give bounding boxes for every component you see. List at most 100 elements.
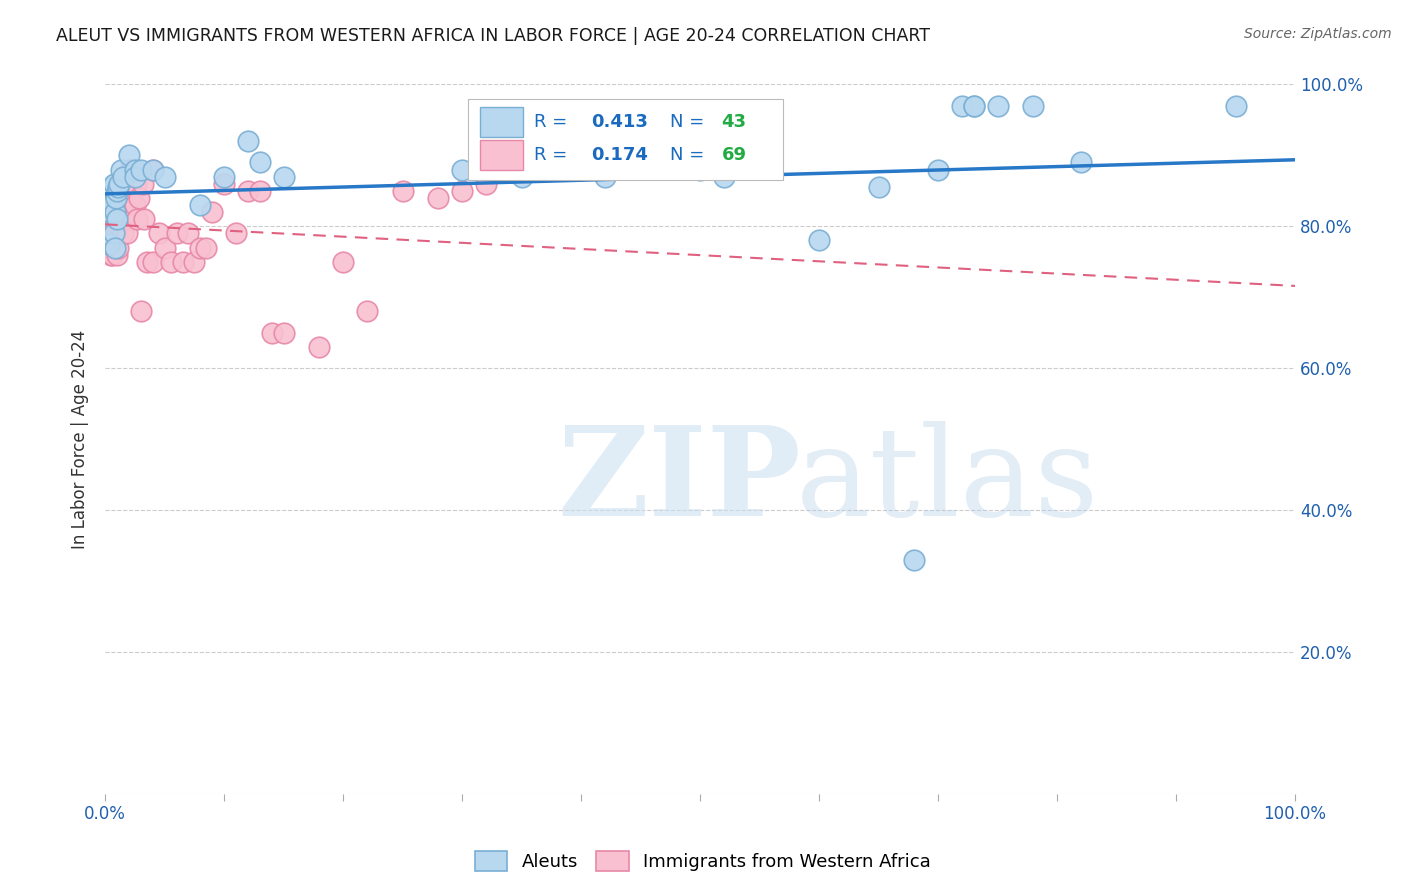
Text: N =: N = <box>671 146 710 164</box>
Point <box>115 227 138 241</box>
Point <box>112 212 135 227</box>
Point <box>108 177 131 191</box>
Point <box>128 191 150 205</box>
Point <box>103 177 125 191</box>
Legend: Aleuts, Immigrants from Western Africa: Aleuts, Immigrants from Western Africa <box>468 844 938 879</box>
Point <box>108 205 131 219</box>
Point <box>98 212 121 227</box>
Point <box>105 184 128 198</box>
Point <box>114 205 136 219</box>
Point <box>104 198 127 212</box>
Point <box>950 99 973 113</box>
Point <box>105 212 128 227</box>
Point <box>124 198 146 212</box>
Point <box>104 241 127 255</box>
Point <box>927 162 949 177</box>
Point <box>273 169 295 184</box>
Point <box>107 180 129 194</box>
Point <box>112 169 135 184</box>
Text: atlas: atlas <box>796 421 1098 542</box>
Point <box>97 237 120 252</box>
Point <box>142 254 165 268</box>
Point <box>987 99 1010 113</box>
Text: N =: N = <box>671 113 710 131</box>
Point <box>105 212 128 227</box>
Point <box>260 326 283 340</box>
Point <box>225 227 247 241</box>
Point <box>153 169 176 184</box>
Point <box>104 205 127 219</box>
Text: 69: 69 <box>721 146 747 164</box>
Point <box>159 254 181 268</box>
Point <box>190 241 212 255</box>
Point <box>118 148 141 162</box>
Point <box>475 177 498 191</box>
Point <box>104 234 127 248</box>
Point <box>104 191 127 205</box>
Point <box>183 254 205 268</box>
Point <box>166 227 188 241</box>
Point <box>808 234 831 248</box>
Text: R =: R = <box>533 146 572 164</box>
Point <box>103 212 125 227</box>
Point <box>101 180 124 194</box>
Text: ALEUT VS IMMIGRANTS FROM WESTERN AFRICA IN LABOR FORCE | AGE 20-24 CORRELATION C: ALEUT VS IMMIGRANTS FROM WESTERN AFRICA … <box>56 27 931 45</box>
Point <box>112 227 135 241</box>
Point <box>124 162 146 177</box>
Point <box>1225 99 1247 113</box>
FancyBboxPatch shape <box>468 99 783 180</box>
Text: R =: R = <box>533 113 572 131</box>
Point <box>1022 99 1045 113</box>
Point <box>148 227 170 241</box>
Point <box>451 162 474 177</box>
Point <box>104 227 127 241</box>
Point <box>111 198 134 212</box>
Point <box>129 162 152 177</box>
Point <box>110 212 132 227</box>
Text: 43: 43 <box>721 113 747 131</box>
Point <box>1070 155 1092 169</box>
Point <box>110 162 132 177</box>
Point <box>124 169 146 184</box>
Point <box>249 155 271 169</box>
Point <box>177 227 200 241</box>
Point <box>100 198 122 212</box>
Point <box>212 177 235 191</box>
FancyBboxPatch shape <box>479 140 523 170</box>
Point <box>273 326 295 340</box>
Point <box>100 198 122 212</box>
Point <box>195 241 218 255</box>
Point <box>142 162 165 177</box>
FancyBboxPatch shape <box>479 107 523 137</box>
Point <box>107 241 129 255</box>
Point <box>101 219 124 234</box>
Point <box>963 99 986 113</box>
Point <box>451 184 474 198</box>
Point <box>103 227 125 241</box>
Point <box>713 169 735 184</box>
Point <box>107 198 129 212</box>
Point <box>356 304 378 318</box>
Point <box>97 241 120 255</box>
Y-axis label: In Labor Force | Age 20-24: In Labor Force | Age 20-24 <box>72 329 89 549</box>
Point <box>963 99 986 113</box>
Point <box>332 254 354 268</box>
Point <box>117 177 139 191</box>
Text: 0.174: 0.174 <box>591 146 648 164</box>
Point <box>308 340 330 354</box>
Point <box>120 162 142 177</box>
Point <box>249 184 271 198</box>
Point <box>172 254 194 268</box>
Point <box>101 247 124 261</box>
Point <box>112 191 135 205</box>
Point <box>108 219 131 234</box>
Text: 0.413: 0.413 <box>591 113 648 131</box>
Point <box>98 227 121 241</box>
Point <box>129 304 152 318</box>
Point <box>201 205 224 219</box>
Text: ZIP: ZIP <box>557 421 801 542</box>
Text: Source: ZipAtlas.com: Source: ZipAtlas.com <box>1244 27 1392 41</box>
Point <box>190 198 212 212</box>
Point <box>391 184 413 198</box>
Point <box>104 219 127 234</box>
